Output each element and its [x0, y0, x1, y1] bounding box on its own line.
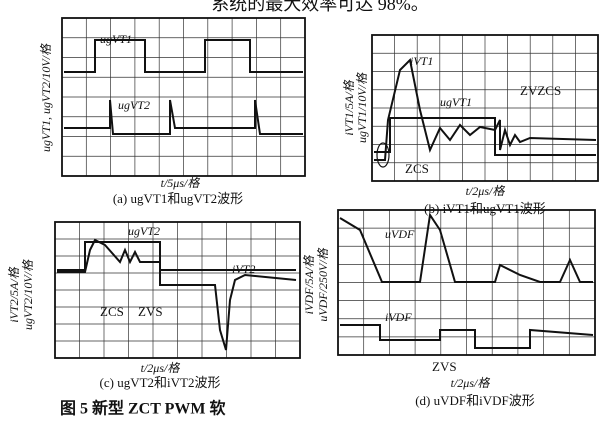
annotation: iVT1: [410, 54, 433, 68]
annotation: iVDF: [385, 310, 412, 324]
panel-b: iVT1 ugVT1 ZVZCS ZCS iVT1/5A/格 ugVT1/10V…: [342, 35, 598, 216]
annotation: uVDF: [385, 227, 415, 241]
annotation: ugVT1: [100, 32, 132, 46]
panel-a: ugVT1 ugVT2 ugVT1, ugVT2/10V/格 t/5μs/格 (…: [39, 18, 305, 206]
annotation: ugVT2: [118, 98, 150, 112]
y-label: ugVT1, ugVT2/10V/格: [39, 43, 53, 152]
annotation: ZVS: [138, 304, 163, 319]
y-label: ugVT1/10V/格: [355, 72, 369, 143]
annotation: ZVS: [432, 359, 457, 374]
y-label: uVDF/250V/格: [316, 247, 330, 321]
x-label: t/2μs/格: [141, 361, 181, 375]
annotation: ugVT1: [440, 95, 472, 109]
waveform: [57, 240, 296, 350]
annotation: iVT2: [232, 262, 255, 276]
annotation: ZVZCS: [520, 83, 561, 98]
caption: (a) ugVT1和ugVT2波形: [113, 191, 243, 206]
caption: (c) ugVT2和iVT2波形: [100, 375, 221, 390]
x-label: t/5μs/格: [161, 176, 201, 190]
y-label: iVT2/5A/格: [7, 266, 21, 322]
y-label: ugVT2/10V/格: [21, 259, 35, 330]
figure: 系统的最大效率可达 98%。 ugVT1 ugVT2 ugVT1, ugVT2/…: [0, 0, 611, 421]
annotation: ZCS: [405, 161, 429, 176]
figure-caption: 图 5 新型 ZCT PWM 软: [60, 399, 226, 418]
annotation: ZCS: [100, 304, 124, 319]
caption: (d) uVDF和iVDF波形: [415, 393, 535, 408]
x-label: t/2μs/格: [466, 184, 506, 198]
annotation: ugVT2: [128, 224, 160, 238]
panel-d: uVDF iVDF ZVS iVDF/5A/格 uVDF/250V/格 t/2μ…: [302, 210, 595, 408]
y-label: iVDF/5A/格: [302, 255, 316, 315]
caption: (b) iVT1和ugVT1波形: [424, 201, 546, 216]
x-label: t/2μs/格: [451, 376, 491, 390]
panel-c: ugVT2 iVT2 ZCS ZVS iVT2/5A/格 ugVT2/10V/格…: [7, 222, 300, 390]
header-text: 系统的最大效率可达 98%。: [211, 0, 429, 14]
y-label: iVT1/5A/格: [342, 79, 356, 135]
marker: [377, 143, 389, 167]
